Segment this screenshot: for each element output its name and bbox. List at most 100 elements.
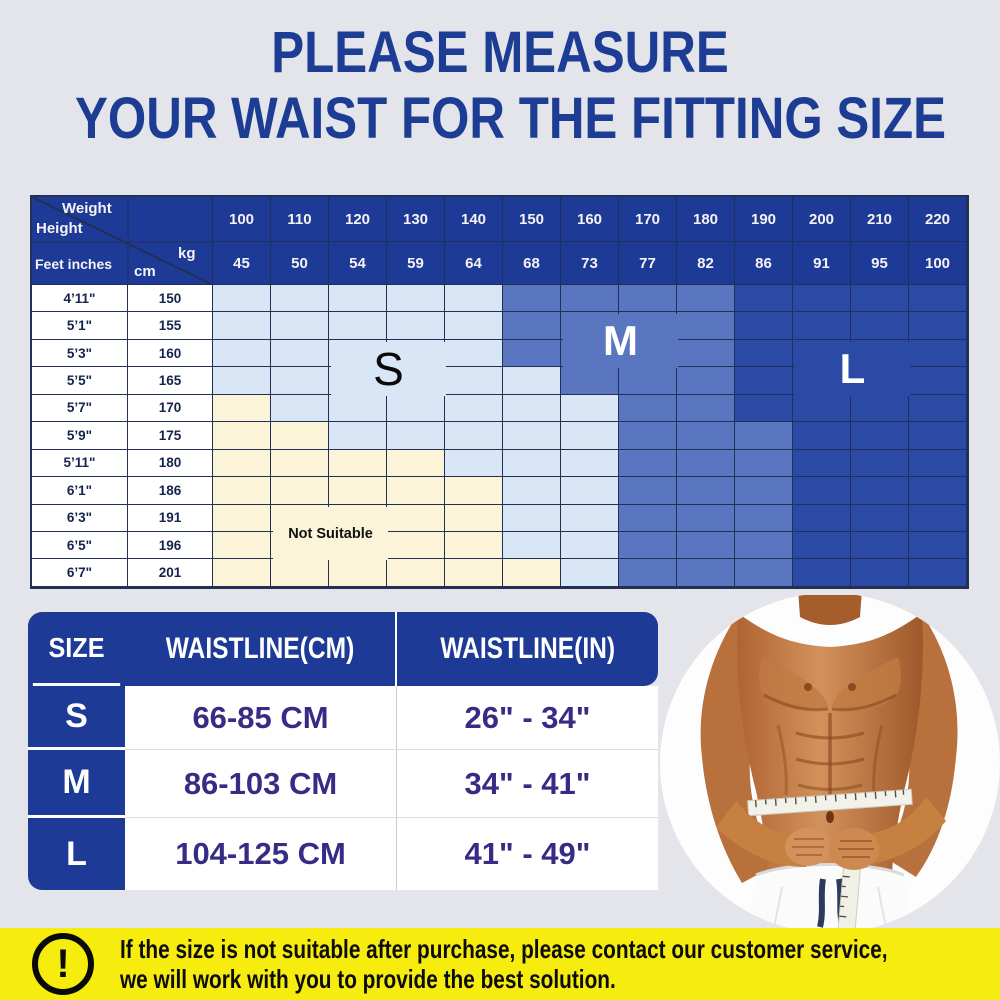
size-zone-cell <box>329 312 387 340</box>
size-zone-cell <box>909 559 967 587</box>
size-zone-cell <box>677 285 735 313</box>
waist-table-row: 104-125 CM 41" - 49" <box>125 818 658 890</box>
size-zone-cell <box>619 559 677 587</box>
size-zone-cell <box>619 477 677 505</box>
size-zone-cell <box>503 339 561 368</box>
waist-header-in: WAISTLINE(IN) <box>397 612 658 686</box>
weight-lb-cell: 110 <box>271 197 329 242</box>
size-zone-cell <box>271 477 329 505</box>
size-zone-cell <box>445 285 503 313</box>
grid-corner-header: Weight Height Feet inches cm kg <box>32 197 213 285</box>
height-feet-cell: 5’11" <box>32 449 128 478</box>
size-zone-cell <box>387 285 445 313</box>
height-cm-cell: 150 <box>128 285 213 313</box>
size-zone-cell <box>213 312 271 340</box>
size-zone-cell <box>619 531 677 560</box>
waist-cm-value: 104-125 CM <box>125 818 397 890</box>
weight-lb-cell: 120 <box>329 197 387 242</box>
notice-line-2: we will work with you to provide the bes… <box>120 964 616 994</box>
size-zone-cell <box>793 312 851 340</box>
size-zone-cell <box>909 339 967 368</box>
size-zone-cell <box>271 422 329 450</box>
size-zone-cell <box>561 285 619 313</box>
size-zone-cell <box>213 422 271 450</box>
size-chart-grid: Weight Height Feet inches cm kg 100 110 120 130 1… <box>32 197 967 587</box>
size-zone-cell <box>619 449 677 478</box>
height-weight-size-chart: Weight Height Feet inches cm kg 100 110 120 130 1… <box>30 195 969 589</box>
height-feet-cell: 5’7" <box>32 394 128 423</box>
size-column: SIZE S M L <box>28 612 125 890</box>
grid-corner-height-label: Height <box>36 220 83 237</box>
height-feet-cell: 5’3" <box>32 339 128 368</box>
waist-size-letter-l: L <box>66 834 87 873</box>
torso-photo <box>658 595 1000 928</box>
size-zone-cell <box>387 449 445 478</box>
size-zone-cell <box>445 477 503 505</box>
size-zone-cell <box>851 504 909 532</box>
size-zone-cell <box>213 559 271 587</box>
waist-table-size-header: SIZE <box>32 612 121 686</box>
size-zone-cell <box>503 559 561 587</box>
size-zone-cell <box>213 531 271 560</box>
size-zone-cell <box>445 367 503 395</box>
size-zone-cell <box>503 312 561 340</box>
waistline-table-header: WAISTLINE(CM) WAISTLINE(IN) <box>125 612 658 686</box>
waist-table-row: 86-103 CM 34" - 41" <box>125 750 658 818</box>
size-zone-cell <box>561 422 619 450</box>
size-zone-cell <box>793 559 851 587</box>
height-cm-cell: 155 <box>128 312 213 340</box>
size-zone-cell <box>503 285 561 313</box>
height-cm-cell: 180 <box>128 449 213 478</box>
size-zone-cell <box>677 477 735 505</box>
weight-kg-cell: 100 <box>909 242 967 285</box>
size-zone-cell <box>793 285 851 313</box>
size-zone-cell <box>909 394 967 423</box>
weight-lb-cell: 180 <box>677 197 735 242</box>
weight-lb-cell: 170 <box>619 197 677 242</box>
size-zone-cell <box>735 422 793 450</box>
size-zone-cell <box>329 559 387 587</box>
size-zone-cell <box>213 477 271 505</box>
size-zone-cell <box>851 394 909 423</box>
size-zone-cell <box>213 285 271 313</box>
height-feet-cell: 6’3" <box>32 504 128 532</box>
size-zone-cell <box>735 339 793 368</box>
weight-lb-cell: 160 <box>561 197 619 242</box>
weight-kg-cell: 77 <box>619 242 677 285</box>
size-zone-cell <box>503 449 561 478</box>
notice-text: If the size is not suitable after purcha… <box>120 934 1000 994</box>
height-feet-cell: 6’5" <box>32 531 128 560</box>
waistline-size-table: SIZE S M L WAISTLINE(CM) WAISTLINE(IN) 66-85… <box>28 612 658 890</box>
size-zone-cell <box>445 504 503 532</box>
size-zone-cell <box>619 394 677 423</box>
weight-lb-cell: 190 <box>735 197 793 242</box>
height-cm-cell: 170 <box>128 394 213 423</box>
weight-kg-cell: 95 <box>851 242 909 285</box>
height-feet-cell: 5’1" <box>32 312 128 340</box>
size-zone-cell <box>271 312 329 340</box>
size-zone-cell <box>793 531 851 560</box>
weight-kg-cell: 91 <box>793 242 851 285</box>
weight-kg-cell: 73 <box>561 242 619 285</box>
size-zone-cell <box>677 422 735 450</box>
page-title: PLEASE MEASURE YOUR WAIST FOR THE FITTIN… <box>0 20 1000 152</box>
size-zone-cell <box>909 367 967 395</box>
size-zone-cell <box>445 422 503 450</box>
size-zone-cell <box>735 559 793 587</box>
size-zone-cell <box>213 449 271 478</box>
waist-header-cm: WAISTLINE(CM) <box>125 612 397 686</box>
size-zone-cell <box>329 285 387 313</box>
size-zone-cell <box>387 504 445 532</box>
size-zone-cell <box>619 422 677 450</box>
size-zone-cell <box>735 449 793 478</box>
weight-kg-cell: 86 <box>735 242 793 285</box>
exclamation-icon: ! <box>32 933 94 995</box>
height-feet-cell: 6’1" <box>32 477 128 505</box>
size-zone-cell <box>445 559 503 587</box>
size-zone-cell <box>909 504 967 532</box>
waist-table-row: 66-85 CM 26" - 34" <box>125 686 658 750</box>
weight-kg-cell: 45 <box>213 242 271 285</box>
size-zone-cell <box>387 531 445 560</box>
size-zone-cell <box>677 367 735 395</box>
size-zone-cell <box>735 394 793 423</box>
